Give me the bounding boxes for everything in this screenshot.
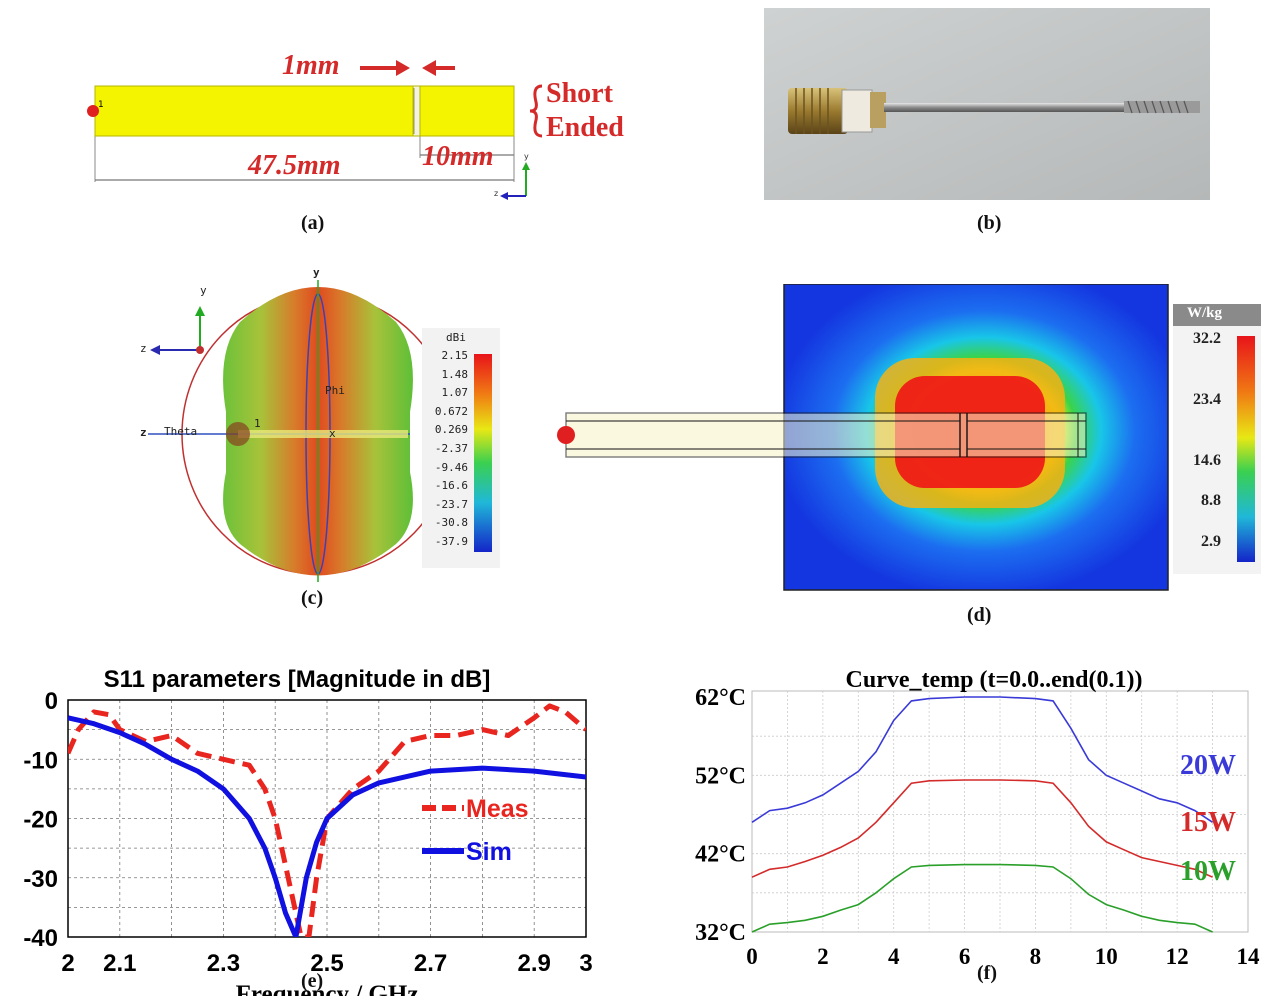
y-tick-label: 42°C [695, 842, 746, 868]
caption-c: (c) [301, 587, 324, 609]
sar-scale-label: 14.6 [1193, 452, 1221, 469]
sar-scale-label: 32.2 [1193, 330, 1221, 347]
y-tick-label: -30 [23, 866, 58, 893]
port-number: 1 [254, 417, 261, 430]
gain-scale-label: 0.269 [434, 423, 468, 437]
temperature-chart: Curve_temp (t=0.0..end(0.1)) 0 2 4 6 8 10 12 14 6… [695, 667, 1261, 969]
gain-scale-label: -2.37 [434, 442, 468, 455]
plot-frame [67, 699, 587, 938]
sar-scale-label: 2.9 [1201, 533, 1221, 550]
x-tick-label: 2.3 [207, 950, 240, 977]
series-line-meas [68, 703, 586, 937]
antenna-model-drawing [87, 60, 543, 200]
colorbar-gain [474, 354, 492, 552]
y-tick-label: 52°C [695, 763, 746, 789]
triad-z-label: z [140, 342, 147, 355]
series-line-20w [751, 696, 1214, 823]
chart-title: Curve_temp (t=0.0..end(0.1)) [846, 667, 1143, 693]
gain-scale-label: 2.15 [441, 349, 469, 362]
caption-b: (b) [977, 212, 1002, 234]
series-line-15w [751, 779, 1213, 878]
fabricated-antenna-photo [764, 8, 1210, 200]
triad-y-label: y [200, 284, 207, 297]
x-tick-label: 2.9 [518, 950, 551, 977]
x-tick-label: 2.5 [310, 950, 343, 977]
caption-d: (d) [967, 604, 992, 626]
series-line-10w [751, 863, 1213, 933]
series-line-sim [68, 715, 586, 937]
axis-z-label: z [140, 426, 147, 439]
x-tick-label: 2.7 [414, 950, 447, 977]
gain-scale-label: -16.6 [434, 479, 468, 493]
phi-label: Phi [325, 384, 345, 397]
y-tick-label: 62°C [695, 685, 746, 711]
series-label: 15W [1180, 807, 1236, 838]
sar-unit: W/kg [1187, 305, 1223, 321]
port-number: 1 [98, 100, 104, 110]
arrow-left-icon [422, 60, 436, 76]
x-tick-label: 2 [817, 944, 829, 969]
gain-scale-label: 1.07 [441, 386, 469, 400]
theta-label: Theta [164, 425, 198, 438]
gain-scale-label: -30.8 [434, 516, 468, 530]
caption-e: (e) [301, 970, 324, 992]
sar-scale-label: 23.4 [1193, 391, 1221, 408]
y-tick-label: 32°C [695, 920, 746, 946]
x-tick-label: 2 [61, 950, 74, 977]
x-tick-label: 12 [1166, 944, 1189, 969]
x-axis-label: Frequency / GHz [236, 981, 419, 996]
gain-scale-label: -9.46 [434, 460, 468, 474]
gain-unit: dBi [446, 331, 466, 344]
sar-scale-label: 8.8 [1201, 492, 1221, 509]
port-icon [87, 105, 99, 117]
x-tick-label: 3 [579, 950, 592, 977]
x-tick-label: 2.1 [103, 950, 136, 977]
x-tick-label: 0 [746, 944, 758, 969]
short-label-line2: Ended [546, 112, 624, 143]
gain-scale-label: -37.9 [434, 535, 468, 548]
x-tick-label: 8 [1030, 944, 1042, 969]
gain-scale-label: -23.7 [434, 497, 468, 511]
radiation-pattern-3d [148, 280, 500, 582]
x-tick-label: 6 [959, 944, 971, 969]
port-icon [557, 426, 575, 444]
s11-chart: S11 parameters [Magnitude in dB] 2 2.1 2.3 2… [23, 666, 592, 996]
caption-a: (a) [301, 212, 325, 234]
gap-label: 1mm [282, 50, 340, 81]
x-tick-label: 10 [1095, 944, 1118, 969]
legend-label: Sim [466, 838, 512, 866]
x-tick-label: 4 [888, 944, 900, 969]
arrow-right-icon [396, 60, 410, 76]
short-label-line1: Short [546, 78, 613, 109]
legend-label: Meas [466, 795, 529, 823]
length-label: 47.5mm [248, 150, 341, 181]
y-tick-label: -20 [23, 807, 58, 834]
brace-icon [529, 84, 543, 138]
sma-connector [788, 88, 848, 134]
series-label: 20W [1180, 750, 1236, 781]
gain-scale-label: 1.48 [441, 367, 469, 381]
y-tick-label: -40 [23, 925, 58, 952]
x-tick-label: 14 [1237, 944, 1261, 969]
axis-x-label: x [329, 427, 336, 440]
chart-title: S11 parameters [Magnitude in dB] [104, 666, 491, 693]
y-tick-label: -10 [23, 747, 58, 774]
short-length-label: 10mm [422, 141, 494, 172]
sar-distribution [557, 284, 1261, 591]
colorbar-sar [1237, 336, 1255, 562]
gain-scale-label: 0.672 [434, 404, 468, 418]
caption-f: (f) [977, 962, 997, 984]
axis-y-label: y [313, 266, 320, 279]
y-tick-label: 0 [45, 688, 58, 715]
axis-z-label: z [494, 189, 499, 198]
series-label: 10W [1180, 856, 1236, 887]
axis-y-label: y [524, 152, 529, 161]
